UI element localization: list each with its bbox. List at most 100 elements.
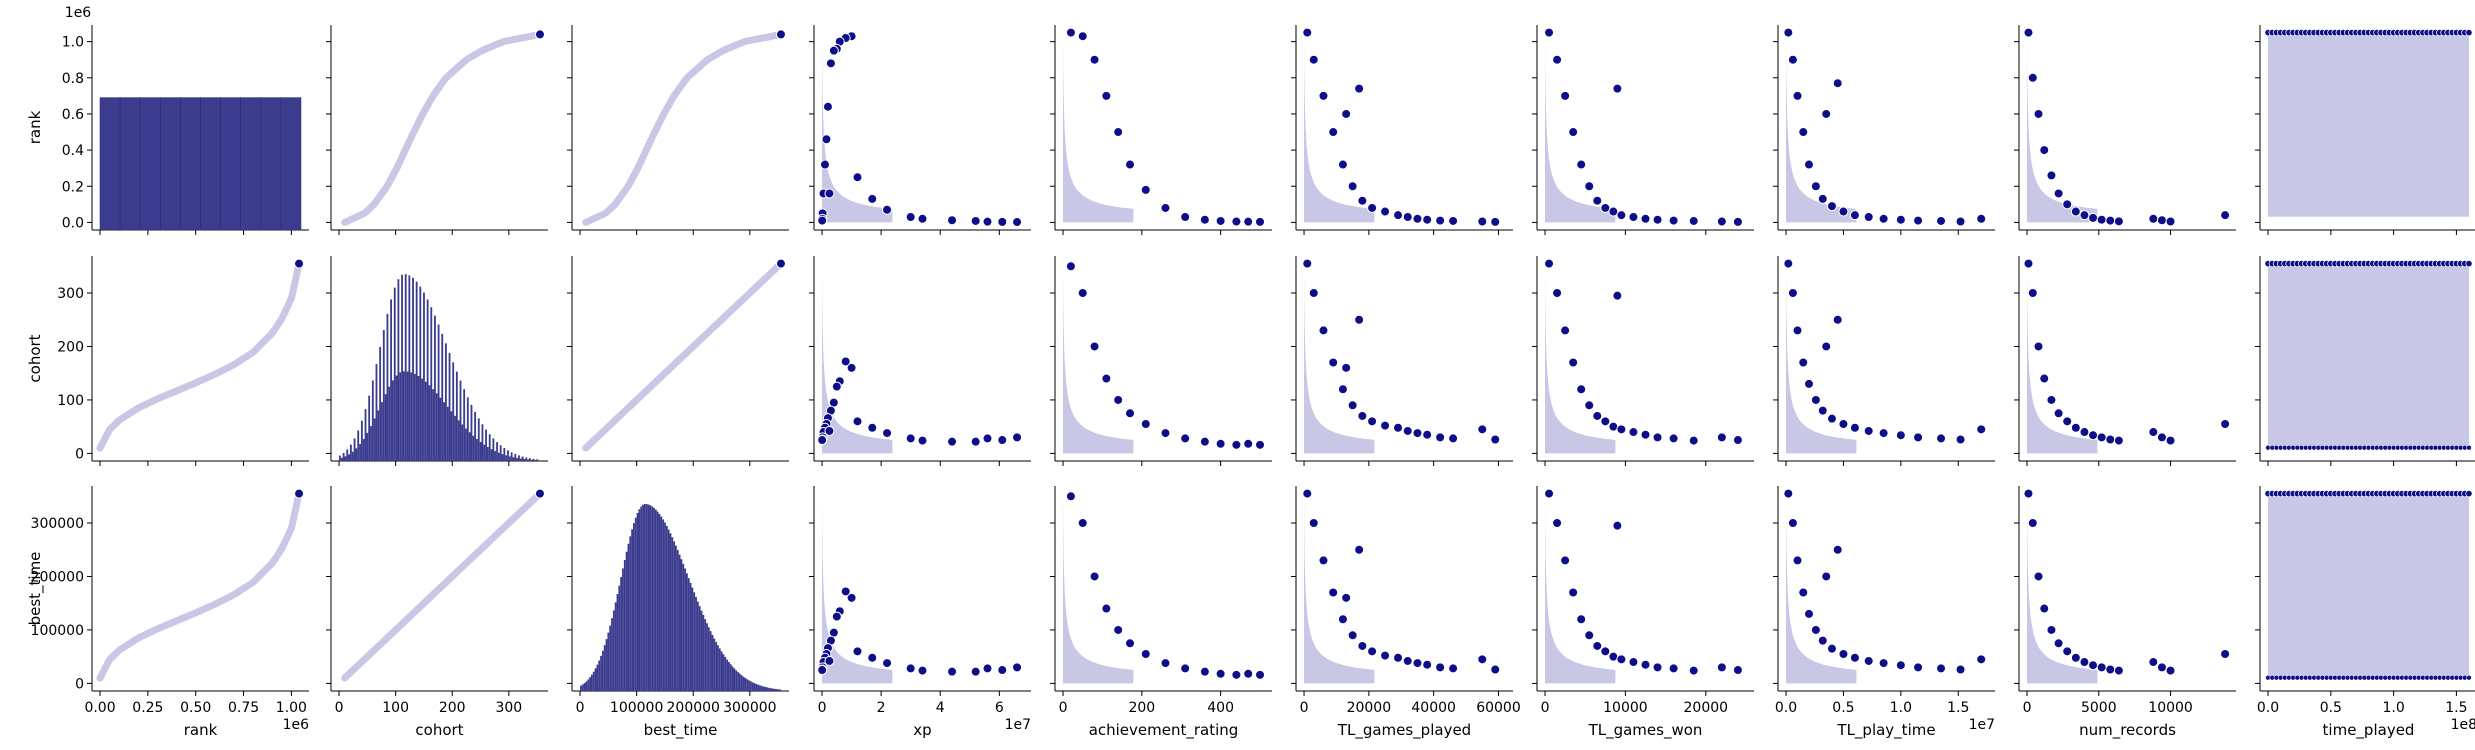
panel-cohort-vs-rank: 0 100 200 300 cohort (26, 256, 309, 466)
histogram-bar (583, 682, 586, 691)
scatter-point (1732, 435, 1743, 446)
x-tick-label: 200 (1128, 700, 1155, 716)
histogram-bar (457, 420, 460, 461)
histogram-bar (678, 554, 681, 691)
scatter-point (1584, 181, 1595, 192)
histogram-bar (486, 447, 489, 461)
scatter-point (1576, 159, 1587, 170)
scatter-point (1600, 202, 1611, 213)
histogram-bar (589, 677, 591, 691)
dense-region (822, 34, 893, 223)
scatter-point (2148, 427, 2159, 438)
histogram-bar (443, 402, 445, 461)
histogram-bar (768, 687, 771, 691)
scatter-point (1477, 216, 1488, 227)
scatter-point (824, 655, 835, 666)
scatter-point (1608, 206, 1619, 217)
histogram-bar (371, 380, 374, 461)
histogram-bar (397, 279, 400, 461)
scatter-point (1490, 434, 1501, 445)
y-offset-label: 1e6 (65, 5, 92, 21)
scatter-point (1668, 663, 1679, 674)
scatter-point (1832, 544, 1843, 555)
panel-rank-vs-time_played (2255, 25, 2475, 235)
panel-rank-vs-achievement_rating (1050, 25, 1272, 235)
histogram-bar (240, 97, 262, 231)
scatter-point (2105, 434, 2116, 445)
histogram-bar (426, 299, 429, 461)
histogram-bar (373, 418, 376, 461)
scatter-point (1160, 658, 1171, 669)
scatter-point (2148, 213, 2159, 224)
scatter-point (1584, 400, 1595, 411)
panel-rank-vs-TL_play_time (1773, 25, 1995, 235)
histogram-bar (760, 685, 763, 691)
histogram-bar (508, 456, 511, 461)
x-tick-label: 10000 (1603, 700, 1648, 716)
scatter-point (2088, 212, 2099, 223)
histogram-bar (474, 411, 477, 461)
histogram-bar (702, 614, 705, 691)
scatter-point (1592, 410, 1603, 421)
histogram-bar (735, 670, 738, 691)
histogram-bar (618, 585, 621, 691)
histogram-bar (645, 504, 648, 691)
histogram-bar (731, 666, 734, 691)
histogram-bar (466, 397, 469, 461)
scatter-point (1612, 290, 1623, 301)
scatter-point (1792, 325, 1803, 336)
histogram-bar (488, 434, 491, 461)
y-axis-label: cohort (26, 334, 44, 382)
scatter-point (2070, 422, 2081, 433)
scatter-point (819, 159, 830, 170)
x-offset-label: 1e7 (1969, 717, 1995, 733)
histogram-bar (200, 97, 221, 231)
x-tick-label: 0.50 (180, 700, 211, 716)
scatter-point (2096, 214, 2107, 225)
scatter-point (1787, 518, 1798, 529)
scatter-point (1302, 488, 1313, 499)
histogram-bar (682, 563, 685, 691)
scatter-point (2033, 108, 2044, 119)
histogram-bar (713, 638, 716, 691)
histogram-bar (636, 512, 639, 691)
y-tick-label: 300000 (31, 516, 84, 532)
scatter-point (2105, 664, 2116, 675)
scatter-point (1357, 195, 1368, 206)
histogram-bar (729, 664, 732, 691)
scatter-point (1810, 394, 1821, 405)
histogram-bar (434, 315, 436, 461)
scatter-point (1448, 215, 1459, 226)
y-axis-label: best_time (26, 552, 45, 626)
scatter-point (1817, 405, 1828, 416)
histogram-bar (777, 689, 780, 691)
scatter-point (821, 134, 832, 145)
histogram-bar (220, 97, 241, 231)
scatter-point (825, 58, 836, 69)
scatter-point (1616, 424, 1627, 435)
scatter-point (1913, 662, 1924, 673)
scatter-point (2156, 215, 2167, 226)
scatter-point (1668, 433, 1679, 444)
panel-best_time-vs-num_records: 0 5000 10000 num_records (2014, 486, 2236, 740)
histogram-bar (492, 438, 495, 461)
histogram-bar (680, 559, 683, 691)
scatter-point (1065, 261, 1076, 272)
x-tick-label: 400 (1207, 700, 1234, 716)
histogram-bar (450, 411, 453, 461)
histogram-bar (643, 504, 646, 691)
scatter-point (1955, 216, 1966, 227)
x-tick-label: 1.0 (1890, 700, 1912, 716)
scatter-point (1318, 90, 1329, 101)
scatter-point (917, 665, 928, 676)
scatter-point (1821, 341, 1832, 352)
scatter-point (1380, 206, 1391, 217)
scatter-point (1180, 433, 1191, 444)
histogram-bar (432, 389, 435, 461)
x-tick-label: 40000 (1411, 700, 1456, 716)
scatter-point (1101, 603, 1112, 614)
dense-region (1786, 34, 1857, 223)
scatter-point (1125, 638, 1136, 649)
scatter-point (840, 356, 851, 367)
dense-region (1786, 265, 1857, 454)
